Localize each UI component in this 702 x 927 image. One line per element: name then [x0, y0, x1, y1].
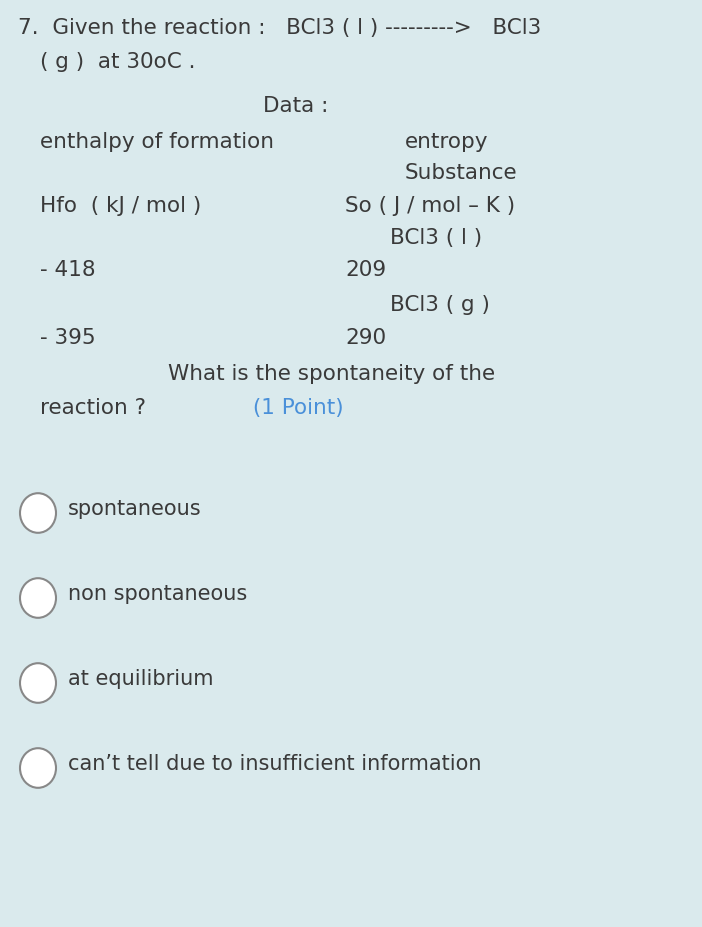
Text: - 418: - 418	[40, 260, 95, 280]
Text: reaction ?: reaction ?	[40, 398, 146, 418]
Text: entropy: entropy	[405, 132, 489, 152]
Text: Data :: Data :	[263, 96, 329, 116]
Ellipse shape	[20, 748, 56, 788]
Text: ( g )  at 30oC .: ( g ) at 30oC .	[40, 52, 195, 72]
Text: non spontaneous: non spontaneous	[68, 584, 247, 604]
Text: Hfo  ( kJ / mol ): Hfo ( kJ / mol )	[40, 196, 201, 216]
Text: So ( J / mol – K ): So ( J / mol – K )	[345, 196, 515, 216]
Text: BCl3 ( l ): BCl3 ( l )	[390, 228, 482, 248]
Text: What is the spontaneity of the: What is the spontaneity of the	[168, 364, 495, 384]
Text: enthalpy of formation: enthalpy of formation	[40, 132, 274, 152]
Text: 209: 209	[345, 260, 386, 280]
Text: 7.  Given the reaction :   BCl3 ( l ) --------->   BCl3: 7. Given the reaction : BCl3 ( l ) -----…	[18, 18, 541, 38]
Text: (1 Point): (1 Point)	[246, 398, 343, 418]
Text: at equilibrium: at equilibrium	[68, 669, 213, 689]
Text: can’t tell due to insufficient information: can’t tell due to insufficient informati…	[68, 754, 482, 774]
Text: spontaneous: spontaneous	[68, 499, 201, 519]
Text: Substance: Substance	[405, 163, 517, 183]
Text: 290: 290	[345, 328, 386, 348]
Text: - 395: - 395	[40, 328, 95, 348]
Ellipse shape	[20, 493, 56, 533]
Ellipse shape	[20, 663, 56, 703]
Text: BCl3 ( g ): BCl3 ( g )	[390, 295, 490, 315]
Ellipse shape	[20, 578, 56, 617]
